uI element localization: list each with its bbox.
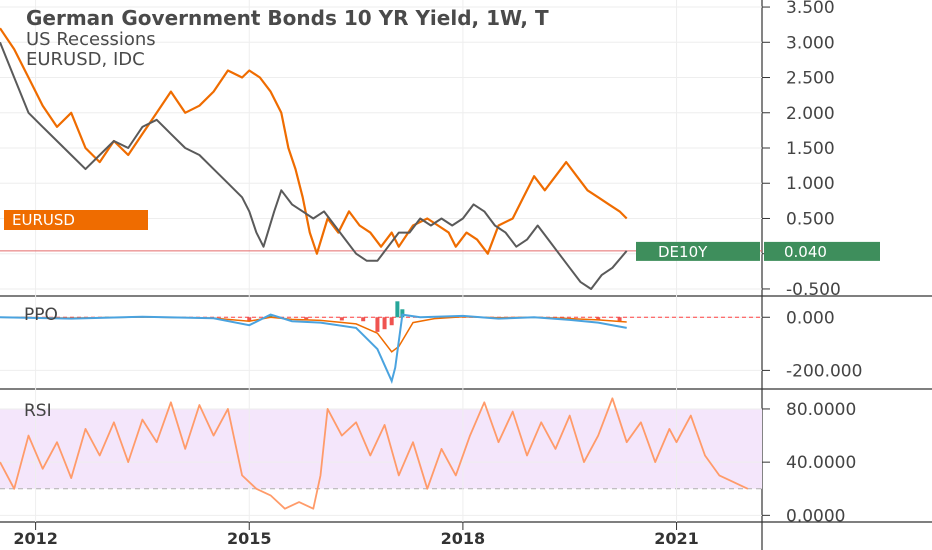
y-axis-rsi: 80.0000 40.0000 0.0000 bbox=[762, 400, 856, 526]
y-tick-label: -200.000 bbox=[786, 361, 862, 381]
legend-eurusd: EURUSD, IDC bbox=[26, 49, 145, 70]
y-tick-label: 1.000 bbox=[786, 174, 835, 194]
badge-eurusd-label: EURUSD bbox=[12, 211, 75, 229]
badge-eurusd bbox=[4, 210, 148, 230]
series-line-eurusd bbox=[0, 27, 628, 255]
y-axis-main: 3.5003.0002.5002.0001.5001.0000.5000.000… bbox=[762, 0, 841, 300]
ppo-histogram-bar bbox=[596, 317, 601, 320]
y-tick-label: 80.0000 bbox=[786, 400, 856, 420]
ppo-histogram-bar bbox=[617, 317, 622, 322]
ppo-histogram-bar bbox=[268, 315, 273, 318]
x-axis: 2012 2015 2018 2021 bbox=[13, 522, 699, 548]
y-tick-label: 0.000 bbox=[786, 308, 835, 328]
x-tick-label: 2018 bbox=[441, 529, 486, 548]
main-series-group bbox=[0, 27, 628, 290]
ppo-label: PPO bbox=[24, 305, 58, 325]
ppo-histogram-bar bbox=[382, 317, 387, 330]
ppo-histogram-bar bbox=[395, 301, 400, 318]
series-line-de10y bbox=[0, 41, 628, 290]
ppo-line bbox=[0, 313, 627, 384]
badge-last-value bbox=[764, 241, 880, 261]
y-tick-label: 40.0000 bbox=[786, 453, 856, 473]
chart-title: German Government Bonds 10 YR Yield, 1W,… bbox=[26, 6, 549, 30]
rsi-band bbox=[0, 408, 762, 489]
x-tick-label: 2012 bbox=[13, 529, 58, 548]
ppo-histogram-bar bbox=[375, 317, 380, 332]
x-tick-label: 2015 bbox=[227, 529, 272, 548]
badge-de10y bbox=[636, 241, 760, 261]
rsi-label: RSI bbox=[24, 401, 52, 421]
ppo-group bbox=[0, 301, 762, 384]
ppo-histogram-bar bbox=[389, 317, 394, 326]
badges: EURUSD DE10Y 0.040 bbox=[4, 210, 880, 261]
y-tick-label: -0.500 bbox=[786, 280, 841, 300]
y-tick-label: 2.000 bbox=[786, 104, 835, 124]
badge-last-value-label: 0.040 bbox=[784, 243, 827, 261]
rsi-line bbox=[0, 397, 749, 510]
legend-us-recessions: US Recessions bbox=[26, 29, 156, 50]
y-axis-ppo: 0.000 -200.000 bbox=[762, 308, 862, 381]
y-tick-label: 2.500 bbox=[786, 69, 835, 89]
y-tick-label: 3.500 bbox=[786, 0, 835, 18]
rsi-group bbox=[0, 397, 749, 510]
x-tick-label: 2021 bbox=[654, 529, 699, 548]
ppo-histogram-bar bbox=[247, 317, 252, 322]
y-tick-label: 0.0000 bbox=[786, 506, 845, 526]
ppo-histogram-bar bbox=[304, 317, 309, 320]
y-tick-label: 0.500 bbox=[786, 209, 835, 229]
y-tick-label: 1.500 bbox=[786, 139, 835, 159]
ppo-histogram-bar bbox=[400, 309, 405, 318]
ppo-histogram-bar bbox=[361, 317, 366, 322]
y-tick-label: 3.000 bbox=[786, 33, 835, 53]
ppo-histogram-bar bbox=[339, 317, 344, 321]
badge-de10y-label: DE10Y bbox=[658, 243, 708, 261]
